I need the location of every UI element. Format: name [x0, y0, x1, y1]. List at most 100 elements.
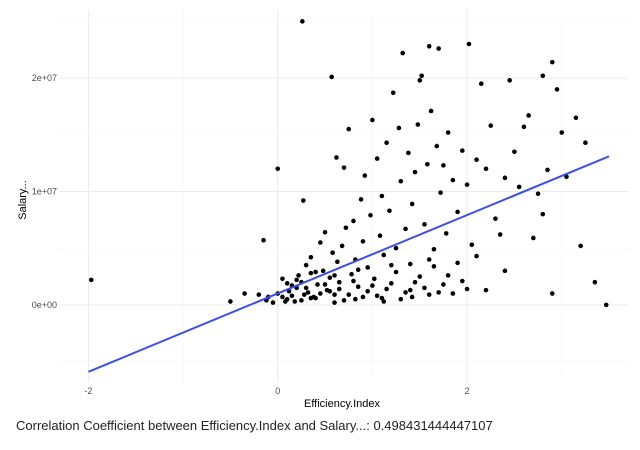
data-point: [545, 167, 550, 173]
data-point: [351, 218, 356, 224]
data-point: [374, 156, 380, 161]
grid: [60, 10, 628, 382]
data-point: [339, 243, 345, 249]
data-point: [387, 208, 392, 214]
data-point: [403, 226, 408, 232]
data-point: [389, 262, 394, 268]
regression-line-group: [88, 155, 610, 373]
data-point: [299, 298, 304, 303]
data-point: [308, 295, 314, 301]
data-point: [332, 273, 337, 278]
data-point: [355, 267, 361, 273]
data-point: [396, 125, 402, 131]
data-point: [466, 41, 472, 47]
data-point: [389, 281, 394, 286]
data-point: [441, 163, 446, 168]
data-point: [353, 296, 358, 302]
data-point: [322, 282, 328, 287]
data-point: [426, 292, 432, 297]
data-point: [526, 113, 531, 118]
data-point: [407, 287, 413, 293]
data-point: [406, 150, 411, 156]
x-tick-labels: -2 0 2: [84, 386, 469, 396]
data-point: [368, 212, 373, 218]
data-point: [445, 130, 451, 135]
data-point: [308, 254, 314, 260]
data-point: [398, 296, 404, 302]
data-point: [360, 239, 366, 244]
data-point: [327, 288, 333, 294]
data-point: [428, 108, 434, 114]
data-point: [374, 293, 380, 299]
data-point: [371, 276, 377, 282]
data-point: [460, 148, 465, 153]
data-point: [443, 231, 449, 236]
data-point: [592, 279, 598, 285]
data-point: [549, 59, 555, 65]
data-point: [322, 229, 328, 235]
data-point: [329, 74, 334, 80]
data-point: [436, 46, 441, 51]
data-point: [409, 294, 415, 300]
data-point: [469, 242, 475, 248]
data-point: [261, 237, 266, 243]
data-point: [554, 87, 560, 92]
data-point: [308, 270, 314, 276]
data-point: [280, 294, 285, 300]
data-point: [450, 291, 456, 296]
data-point: [313, 269, 318, 275]
data-point: [300, 19, 305, 24]
data-point: [320, 268, 326, 274]
data-point: [415, 122, 421, 127]
data-point: [445, 273, 451, 278]
data-point: [559, 130, 565, 135]
data-point: [355, 284, 361, 290]
data-point: [351, 278, 356, 284]
data-point: [531, 235, 536, 241]
data-point: [370, 283, 375, 288]
data-point: [301, 292, 307, 297]
data-point: [349, 271, 354, 277]
y-tick-labels: 0e+00 1e+07 2e+07: [32, 73, 57, 310]
data-point: [497, 232, 503, 237]
data-point: [583, 140, 588, 145]
data-point: [483, 166, 489, 172]
data-point: [358, 197, 364, 202]
data-point: [422, 285, 427, 291]
data-point: [564, 174, 569, 180]
data-point: [438, 190, 443, 195]
y-axis-title: Salary...: [17, 180, 29, 220]
data-point: [512, 149, 517, 155]
data-point: [507, 78, 512, 83]
data-point: [313, 295, 318, 301]
data-point: [549, 291, 555, 296]
data-point: [289, 293, 295, 299]
data-point: [425, 161, 430, 167]
data-point: [488, 123, 494, 128]
data-point: [384, 286, 389, 292]
data-point: [502, 268, 508, 274]
data-point: [318, 240, 323, 245]
data-point: [384, 140, 389, 145]
data-point: [474, 157, 479, 163]
data-point: [305, 290, 311, 295]
data-point: [303, 285, 309, 291]
data-point: [242, 291, 247, 296]
x-tick-label: 2: [465, 386, 470, 396]
data-point: [603, 302, 609, 308]
data-point: [336, 286, 342, 292]
data-point: [256, 292, 262, 297]
data-point: [381, 299, 387, 304]
data-point: [540, 211, 546, 217]
data-point: [483, 287, 489, 293]
data-point: [441, 282, 446, 287]
data-point: [535, 191, 541, 197]
data-point: [419, 73, 424, 79]
data-point: [436, 290, 441, 295]
data-point: [455, 209, 460, 215]
data-point: [464, 286, 470, 292]
data-point: [400, 50, 405, 56]
data-point: [455, 260, 460, 266]
data-point: [370, 117, 375, 123]
data-point: [280, 276, 285, 282]
